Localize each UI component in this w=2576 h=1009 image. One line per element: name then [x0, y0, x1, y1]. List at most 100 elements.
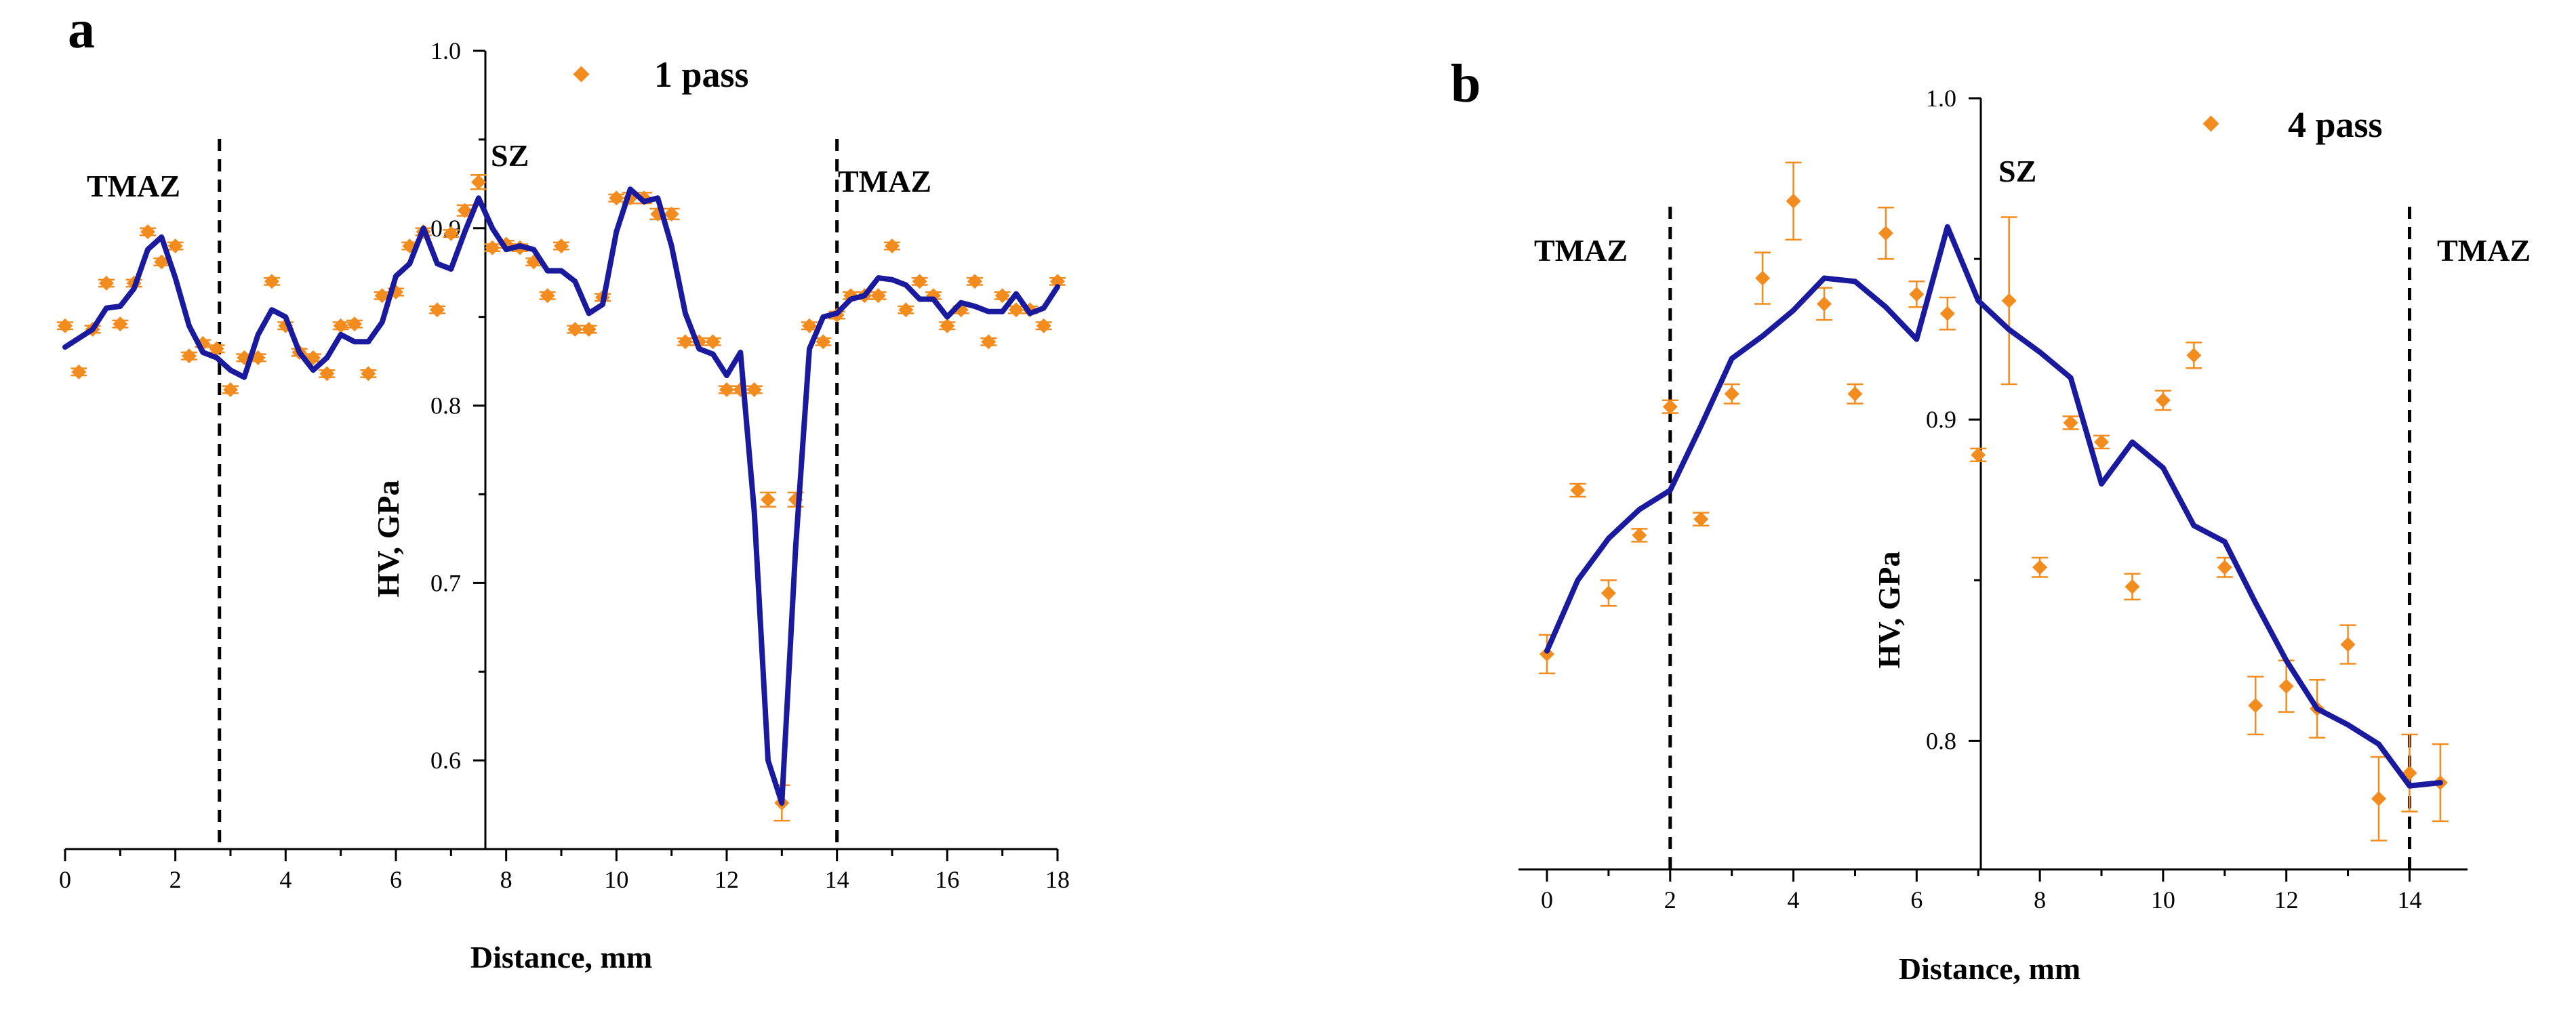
- panel-a-data-point: [430, 302, 445, 318]
- panel-a-data-point: [319, 366, 335, 382]
- panel-a-y-tick-label: 1.0: [430, 37, 461, 64]
- panel-a-x-tick-label: 18: [1045, 866, 1070, 893]
- panel-a-series-line: [62, 186, 1060, 806]
- panel-a-data-point: [870, 288, 886, 304]
- panel-a-y-tick-label: 0.7: [430, 569, 461, 596]
- panel-a-data-point: [140, 224, 155, 240]
- panel-a-x-tick-label: 14: [825, 866, 849, 893]
- panel-a-x-tick-label: 16: [935, 866, 959, 893]
- panel-a-zone-tmaz-right: TMAZ: [838, 164, 931, 199]
- panel-a-data-point: [967, 274, 982, 289]
- panel-a-data-point: [761, 492, 776, 508]
- panel-a-data-point: [898, 302, 914, 318]
- panel-b-data-point: [1847, 386, 1863, 402]
- panel-b-data-point: [2217, 560, 2232, 575]
- panel-b-letter: b: [1451, 54, 1481, 114]
- panel-b-zone-tmaz-right: TMAZ: [2437, 233, 2531, 268]
- panel-a-data-point: [885, 238, 900, 253]
- panel-a-data-point: [182, 348, 197, 364]
- panel-b-data-point: [1601, 585, 1616, 601]
- panel-b-x-tick-label: 12: [2274, 886, 2299, 913]
- panel-b-series-line: [1544, 224, 2443, 789]
- panel-a-x-tick-label: 12: [715, 866, 739, 893]
- panel-b-x-tick-label: 10: [2151, 886, 2175, 913]
- panel-b-x-tick-label: 2: [1664, 886, 1676, 913]
- panel-b-x-axis-title: Distance, mm: [1899, 951, 2080, 986]
- panel-a-y-tick-label: 0.8: [430, 392, 461, 419]
- panel-a-data-point: [567, 321, 583, 337]
- panel-a-data-point: [994, 288, 1010, 304]
- panel-a-x-tick-label: 0: [59, 866, 71, 893]
- panel-a-legend-label: 1 pass: [654, 54, 749, 95]
- panel-a-data-point: [981, 334, 997, 350]
- panel-b-data-point: [2186, 348, 2202, 363]
- panel-a-data-point: [554, 238, 569, 253]
- panel-a-data-point: [802, 318, 817, 333]
- panel-b-data-point: [2063, 415, 2078, 430]
- panel-a-data-point: [678, 334, 693, 350]
- panel-b-data-point: [2278, 678, 2294, 694]
- panel-b-x-tick-label: 4: [1788, 886, 1800, 913]
- panel-b-data-point: [1693, 512, 1709, 527]
- panel-b-legend: 4 pass: [2202, 104, 2383, 145]
- panel-a-data-point: [940, 318, 955, 333]
- panel-a-x-axis-title: Distance, mm: [470, 940, 652, 974]
- panel-b-x-tick-label: 8: [2034, 886, 2046, 913]
- panel-a-data-point: [457, 203, 472, 218]
- panel-b-data-point: [1909, 287, 1925, 302]
- panel-a-x-tick-label: 10: [604, 866, 628, 893]
- panel-a-zone-tmaz-left: TMAZ: [87, 169, 180, 203]
- panel-b-x-tick-label: 14: [2397, 886, 2421, 913]
- panel-a-data-point: [264, 274, 279, 289]
- panel-b-y-tick-label: 0.8: [1926, 727, 1956, 754]
- panel-b-data-point: [2094, 434, 2110, 450]
- panel-b-data-point: [1755, 270, 1771, 286]
- panel-b-y-tick-label: 1.0: [1926, 85, 1956, 112]
- panel-a-data-point: [99, 275, 114, 291]
- panel-a-legend-marker: [573, 66, 590, 83]
- panel-a-zone-sz: SZ: [491, 138, 529, 173]
- panel-b-data-point: [1539, 646, 1554, 662]
- panel-b-legend-marker: [2202, 115, 2219, 132]
- panel-a-x-tick-label: 6: [390, 866, 402, 893]
- panel-a-data-point: [223, 382, 238, 397]
- panel-a-data-point: [540, 288, 555, 304]
- panel-b-x-tick-label: 0: [1541, 886, 1553, 913]
- panel-b-data-point: [2371, 791, 2387, 806]
- panel-a-data-point: [912, 274, 927, 289]
- panel-a-data-point: [1050, 274, 1065, 289]
- panel-b-data-point: [2001, 293, 2017, 308]
- panel-a-data-point: [443, 226, 459, 241]
- panel-a-x-tick-label: 8: [500, 866, 512, 893]
- panel-b-data-point: [1817, 296, 1832, 312]
- panel-a-data-point: [581, 321, 597, 337]
- panel-b-y-axis-title: HV, GPa: [1872, 552, 1906, 669]
- panel-a-data-point: [113, 316, 128, 332]
- panel-a-data-point: [209, 341, 224, 356]
- panel-a-data-point: [609, 190, 624, 206]
- panel-a-data-point: [705, 334, 721, 350]
- panel-a-data-point: [746, 382, 762, 397]
- panel-a-data-point: [664, 206, 679, 222]
- panel-a-data-point: [167, 238, 183, 253]
- panel-a: a Distance, mm HV, GPa TMAZ SZ TMAZ 1 pa…: [57, 0, 1070, 974]
- panel-a-y-axis-title: HV, GPa: [371, 480, 405, 598]
- panel-b-legend-label: 4 pass: [2288, 104, 2383, 145]
- panel-a-data-point: [154, 254, 169, 270]
- panel-a-data-point: [361, 366, 376, 382]
- panel-b-data-point: [2248, 698, 2263, 714]
- panel-b-data-point: [2125, 579, 2140, 594]
- panel-a-legend: 1 pass: [573, 54, 749, 95]
- panel-b-data-point: [1786, 193, 1801, 209]
- panel-b-zone-sz: SZ: [1998, 154, 2036, 188]
- panel-b-data-point: [1632, 527, 1647, 543]
- panel-b: b Distance, mm HV, GPa TMAZ SZ TMAZ 4 pa…: [1451, 54, 2531, 986]
- panel-a-data-point: [58, 318, 73, 333]
- panel-b-data-point: [2032, 560, 2048, 575]
- panel-b-data-point: [1662, 399, 1678, 415]
- panel-b-zone-tmaz-left: TMAZ: [1534, 233, 1628, 268]
- panel-a-data-point: [71, 364, 87, 379]
- panel-a-data-point: [1036, 318, 1051, 333]
- panel-a-data-point: [333, 318, 348, 333]
